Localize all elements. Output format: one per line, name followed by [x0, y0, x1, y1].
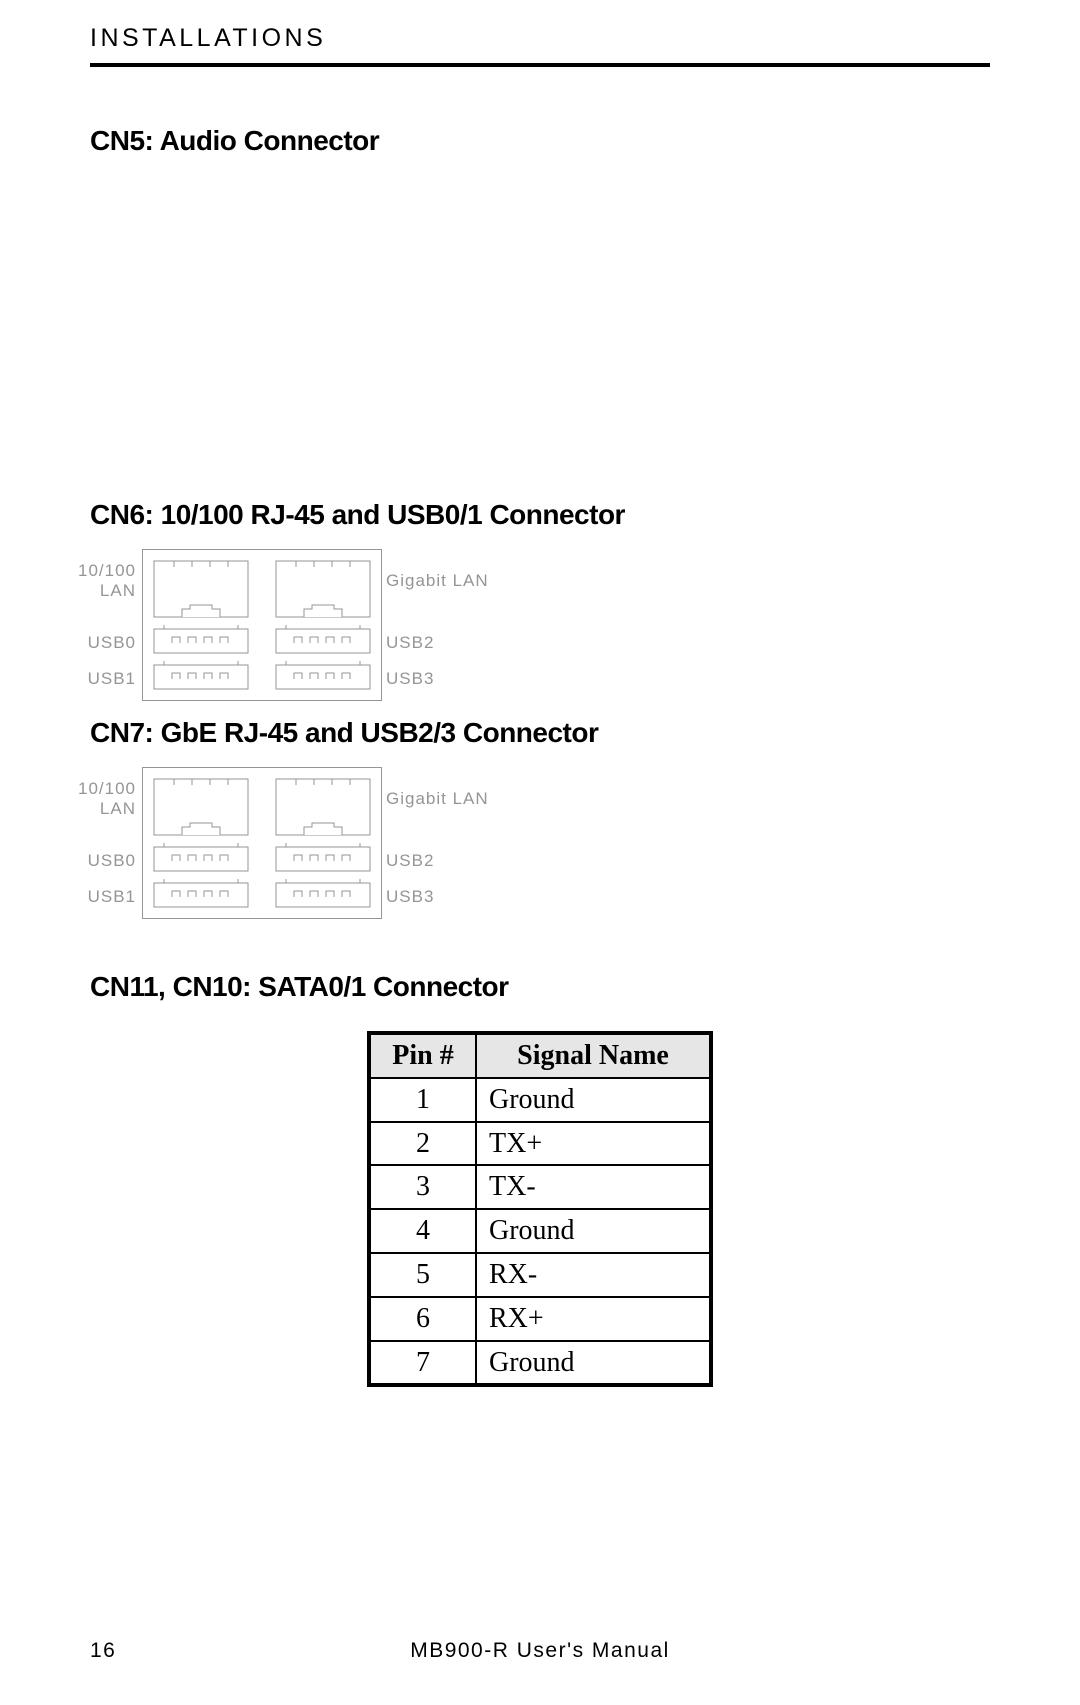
cell-signal: RX+ [476, 1297, 711, 1341]
heading-cn5: CN5: Audio Connector [90, 125, 990, 157]
label-usb2-2: USB2 [386, 851, 434, 871]
label-usb0-1: USB0 [56, 633, 136, 653]
table-row: 1Ground [369, 1078, 711, 1122]
ports-svg-1 [142, 549, 382, 701]
heading-cn6: CN6: 10/100 RJ-45 and USB0/1 Connector [90, 499, 990, 531]
cell-pin: 1 [369, 1078, 476, 1122]
ports-svg-2 [142, 767, 382, 919]
label-usb1-1: USB1 [56, 669, 136, 689]
sata-table-wrapper: Pin # Signal Name 1Ground 2TX+ 3TX- 4Gro… [90, 1031, 990, 1387]
table-row: 6RX+ [369, 1297, 711, 1341]
th-signal: Signal Name [476, 1033, 711, 1078]
port-diagram-cn6: 10/100 LAN USB0 USB1 Gigabit LAN USB2 US… [90, 549, 990, 701]
cell-pin: 5 [369, 1253, 476, 1297]
table-header-row: Pin # Signal Name [369, 1033, 711, 1078]
label-gbe-1: Gigabit LAN [386, 571, 489, 591]
table-row: 5RX- [369, 1253, 711, 1297]
header-rule [90, 63, 990, 67]
cell-pin: 4 [369, 1209, 476, 1253]
label-usb3-2: USB3 [386, 887, 434, 907]
label-gbe-2: Gigabit LAN [386, 789, 489, 809]
label-lan-bottom-1: LAN [56, 581, 136, 601]
label-usb2-1: USB2 [386, 633, 434, 653]
cell-signal: Ground [476, 1078, 711, 1122]
table-row: 3TX- [369, 1165, 711, 1209]
label-usb3-1: USB3 [386, 669, 434, 689]
table-row: 7Ground [369, 1341, 711, 1386]
cell-pin: 7 [369, 1341, 476, 1386]
cell-pin: 2 [369, 1122, 476, 1166]
sata-table: Pin # Signal Name 1Ground 2TX+ 3TX- 4Gro… [367, 1031, 713, 1387]
heading-cn11: CN11, CN10: SATA0/1 Connector [90, 971, 990, 1003]
cell-signal: TX+ [476, 1122, 711, 1166]
label-usb0-2: USB0 [56, 851, 136, 871]
label-lan-top-2: 10/100 [56, 779, 136, 799]
table-row: 4Ground [369, 1209, 711, 1253]
section-header: INSTALLATIONS [90, 24, 990, 53]
cell-signal: Ground [476, 1209, 711, 1253]
label-lan-bottom-2: LAN [56, 799, 136, 819]
footer-manual: MB900-R User's Manual [90, 1639, 990, 1663]
cell-pin: 3 [369, 1165, 476, 1209]
heading-cn7: CN7: GbE RJ-45 and USB2/3 Connector [90, 717, 990, 749]
cell-pin: 6 [369, 1297, 476, 1341]
cell-signal: TX- [476, 1165, 711, 1209]
table-row: 2TX+ [369, 1122, 711, 1166]
label-lan-top-1: 10/100 [56, 561, 136, 581]
cell-signal: Ground [476, 1341, 711, 1386]
label-usb1-2: USB1 [56, 887, 136, 907]
port-diagram-cn7: 10/100 LAN USB0 USB1 Gigabit LAN USB2 US… [90, 767, 990, 919]
cell-signal: RX- [476, 1253, 711, 1297]
th-pin: Pin # [369, 1033, 476, 1078]
